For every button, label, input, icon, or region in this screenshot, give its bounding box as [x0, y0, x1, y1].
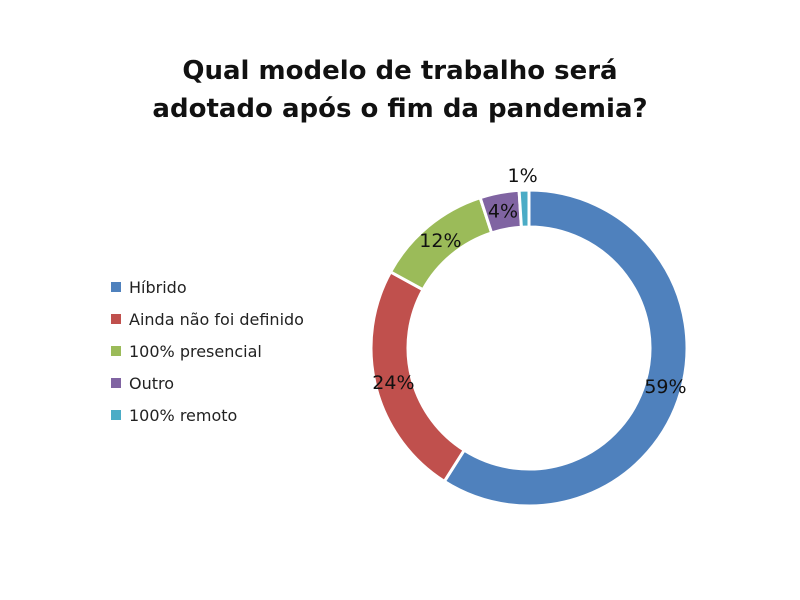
legend-swatch-hibrido	[111, 282, 121, 292]
donut-slice-remoto	[517, 188, 531, 229]
legend-swatch-outro	[111, 378, 121, 388]
data-label-ainda-nao-definido: 24%	[372, 372, 414, 394]
data-label-presencial: 12%	[419, 230, 461, 252]
legend-swatch-ainda-nao-definido	[111, 314, 121, 324]
legend-label-presencial: 100% presencial	[129, 341, 262, 361]
legend-label-hibrido: Híbrido	[129, 277, 187, 297]
chart-legend: Híbrido Ainda não foi definido 100% pres…	[111, 271, 304, 431]
legend-item-presencial: 100% presencial	[111, 335, 304, 367]
donut-slice-hibrido	[442, 188, 689, 508]
legend-label-remoto: 100% remoto	[129, 405, 238, 425]
chart-title: Qual modelo de trabalho será adotado apó…	[0, 52, 800, 128]
legend-swatch-remoto	[111, 410, 121, 420]
data-label-hibrido: 59%	[644, 376, 686, 398]
legend-label-ainda-nao-definido: Ainda não foi definido	[129, 309, 304, 329]
data-label-outro: 4%	[488, 200, 518, 222]
legend-swatch-presencial	[111, 346, 121, 356]
chart-title-line-2: adotado após o fim da pandemia?	[152, 94, 648, 124]
legend-item-outro: Outro	[111, 367, 304, 399]
legend-item-remoto: 100% remoto	[111, 399, 304, 431]
data-label-remoto: 1%	[508, 165, 538, 187]
legend-item-hibrido: Híbrido	[111, 271, 304, 303]
legend-item-ainda-nao-definido: Ainda não foi definido	[111, 303, 304, 335]
chart-title-line-1: Qual modelo de trabalho será	[182, 56, 618, 86]
legend-label-outro: Outro	[129, 373, 175, 393]
